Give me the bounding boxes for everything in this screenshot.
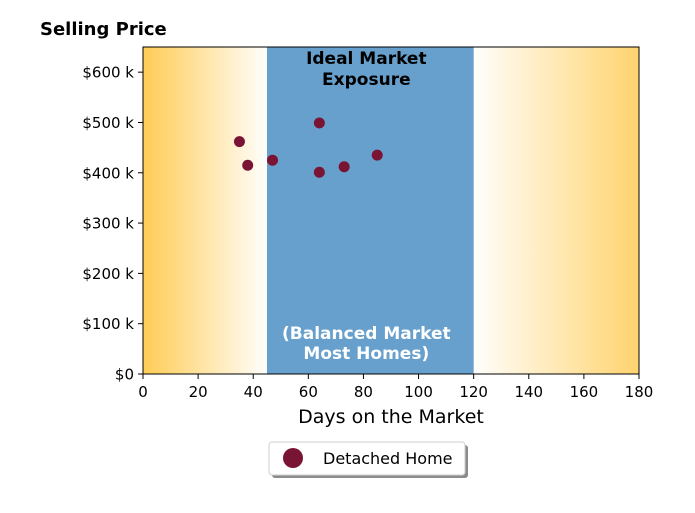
y-tick-label: $200 k [82,265,134,283]
x-tick-label: 60 [299,383,318,401]
zone-subtitle-line2: Most Homes) [303,344,429,364]
zone-subtitle-line1: (Balanced Market [282,324,451,344]
x-tick-label: 180 [625,383,654,401]
x-tick-label: 80 [354,383,373,401]
x-axis-title: Days on the Market [298,406,484,428]
x-tick-label: 160 [570,383,599,401]
data-point [313,166,325,178]
y-tick-label: $0 [115,366,134,384]
data-point [242,159,254,171]
y-tick-label: $600 k [82,64,134,82]
y-tick-label: $500 k [82,114,134,132]
zone-balanced-market [267,47,474,374]
x-axis: 0 20 40 60 80 100 120 140 160 180 [138,374,653,401]
x-tick-label: 20 [189,383,208,401]
data-point [338,161,350,173]
y-tick-label: $100 k [82,315,134,333]
chart-title: Selling Price [40,19,167,40]
y-axis: $0 $100 k $200 k $300 k $400 k $500 k $600 k [82,64,143,384]
legend-marker-detached-home [283,448,303,468]
x-tick-label: 120 [459,383,488,401]
x-tick-label: 140 [514,383,543,401]
data-point [371,149,383,161]
x-tick-label: 0 [138,383,148,401]
data-point [313,117,325,129]
x-tick-label: 40 [244,383,263,401]
plot-area: Ideal Market Exposure (Balanced Market M… [142,46,640,375]
zone-gradient-right [473,47,639,374]
data-point [233,136,245,148]
legend-box [268,441,466,476]
y-tick-label: $300 k [82,215,134,233]
data-point [267,154,279,166]
zone-title-line1: Ideal Market [306,49,427,69]
legend-label-detached-home: Detached Home [323,449,453,468]
zone-gradient-left [143,47,267,374]
series-detached-home [233,117,383,178]
plot-frame [142,46,640,375]
legend: Detached Home [268,441,468,478]
x-tick-label: 100 [404,383,433,401]
y-tick-label: $400 k [82,164,134,182]
zone-title-line2: Exposure [322,70,411,90]
